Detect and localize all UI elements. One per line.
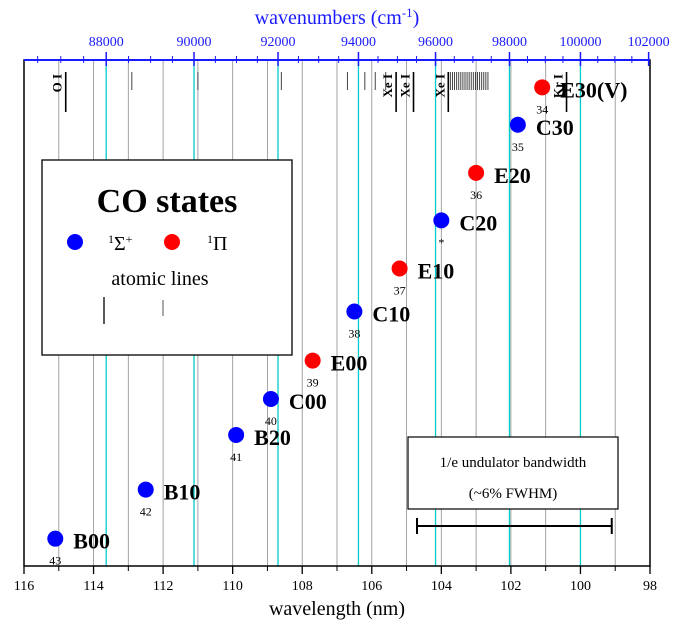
state-label: E10 bbox=[418, 258, 455, 283]
atomic-line-markers: O I Xe I Xe I Xe I Kr I bbox=[50, 72, 568, 112]
top-tick-label: 102000 bbox=[628, 35, 670, 50]
state-number: 37 bbox=[394, 283, 406, 297]
top-tick-label: 90000 bbox=[177, 35, 212, 50]
legend-title: CO states bbox=[97, 183, 238, 220]
state-point-e10 bbox=[391, 260, 408, 277]
atomic-line-label: Xe I bbox=[432, 74, 447, 97]
top-tick-label: 92000 bbox=[261, 35, 296, 50]
state-point-c30 bbox=[509, 116, 526, 133]
x-tick-label: 108 bbox=[292, 579, 313, 594]
legend-pi-marker bbox=[164, 234, 180, 250]
axes: 116 114 112 110 108 106 104 102 100 98 88000 90000 9… bbox=[14, 35, 670, 594]
top-tick-label: 88000 bbox=[89, 35, 124, 50]
state-label: E20 bbox=[494, 163, 531, 188]
state-label: C20 bbox=[459, 210, 497, 235]
bandwidth-annotation: 1/e undulator bandwidth (~6% FWHM) bbox=[407, 436, 619, 534]
x-tick-label: 114 bbox=[83, 579, 103, 594]
atomic-line-label: Kr I bbox=[551, 74, 566, 98]
x-tick-label: 100 bbox=[570, 579, 591, 594]
atomic-line-label: Xe I bbox=[398, 74, 413, 97]
state-point-c20 bbox=[433, 212, 450, 229]
bandwidth-text-1: 1/e undulator bandwidth bbox=[440, 455, 587, 471]
state-number: * bbox=[438, 235, 444, 249]
legend-box bbox=[41, 159, 293, 356]
state-label: B10 bbox=[164, 480, 201, 505]
legend-sigma-marker bbox=[67, 234, 83, 250]
data-points: B00 43 B10 42 B20 41 C00 40 E00 39 C10 38 E10 37 C20 * E… bbox=[47, 77, 627, 568]
x-tick-label: 110 bbox=[222, 579, 242, 594]
state-number: 38 bbox=[348, 326, 360, 340]
legend: CO states 1Σ+ 1Π atomic lines bbox=[41, 159, 293, 356]
x-tick-label: 112 bbox=[153, 579, 173, 594]
state-point-b00 bbox=[47, 530, 64, 547]
x-tick-label: 104 bbox=[431, 579, 452, 594]
legend-sigma-label: 1Σ+ bbox=[108, 232, 133, 255]
top-tick-label: 96000 bbox=[418, 35, 453, 50]
x-tick-label: 102 bbox=[500, 579, 521, 594]
state-label: E30(V) bbox=[560, 77, 627, 102]
state-label: C10 bbox=[372, 301, 410, 326]
state-label: B20 bbox=[254, 425, 291, 450]
state-point-c10 bbox=[346, 303, 363, 320]
top-tick-label: 94000 bbox=[341, 35, 376, 50]
state-point-b20 bbox=[228, 426, 245, 443]
state-label: E00 bbox=[331, 351, 368, 376]
state-point-c00 bbox=[262, 391, 279, 408]
bandwidth-text-2: (~6% FWHM) bbox=[469, 486, 558, 502]
top-axis-title: wavenumbers (cm-1) bbox=[255, 5, 420, 30]
x-tick-label: 106 bbox=[361, 579, 382, 594]
state-point-b10 bbox=[137, 481, 154, 498]
state-label: B00 bbox=[73, 529, 110, 554]
x-axis-title: wavelength (nm) bbox=[269, 598, 405, 620]
state-number: 43 bbox=[49, 554, 61, 568]
state-number: 34 bbox=[536, 102, 548, 116]
state-number: 42 bbox=[140, 505, 152, 519]
legend-atomic-lines-label: atomic lines bbox=[111, 268, 208, 290]
x-tick-label: 116 bbox=[14, 579, 34, 594]
state-point-e30(v) bbox=[534, 79, 551, 96]
state-point-e20 bbox=[468, 164, 485, 181]
state-label: C00 bbox=[289, 389, 327, 414]
legend-pi-label: 1Π bbox=[207, 232, 227, 255]
state-number: 41 bbox=[230, 450, 242, 464]
state-number: 40 bbox=[265, 414, 277, 428]
state-number: 39 bbox=[307, 376, 319, 390]
top-tick-label: 98000 bbox=[492, 35, 527, 50]
bandwidth-box bbox=[407, 436, 619, 510]
state-label: C30 bbox=[536, 115, 574, 140]
bandwidth-bar bbox=[415, 518, 613, 534]
state-number: 35 bbox=[512, 140, 524, 154]
state-number: 36 bbox=[470, 188, 482, 202]
state-point-e00 bbox=[304, 352, 321, 369]
atomic-line-label: O I bbox=[50, 74, 65, 92]
top-tick-label: 100000 bbox=[559, 35, 601, 50]
atomic-line-label: Xe I bbox=[380, 74, 395, 97]
x-tick-label: 98 bbox=[643, 579, 657, 594]
